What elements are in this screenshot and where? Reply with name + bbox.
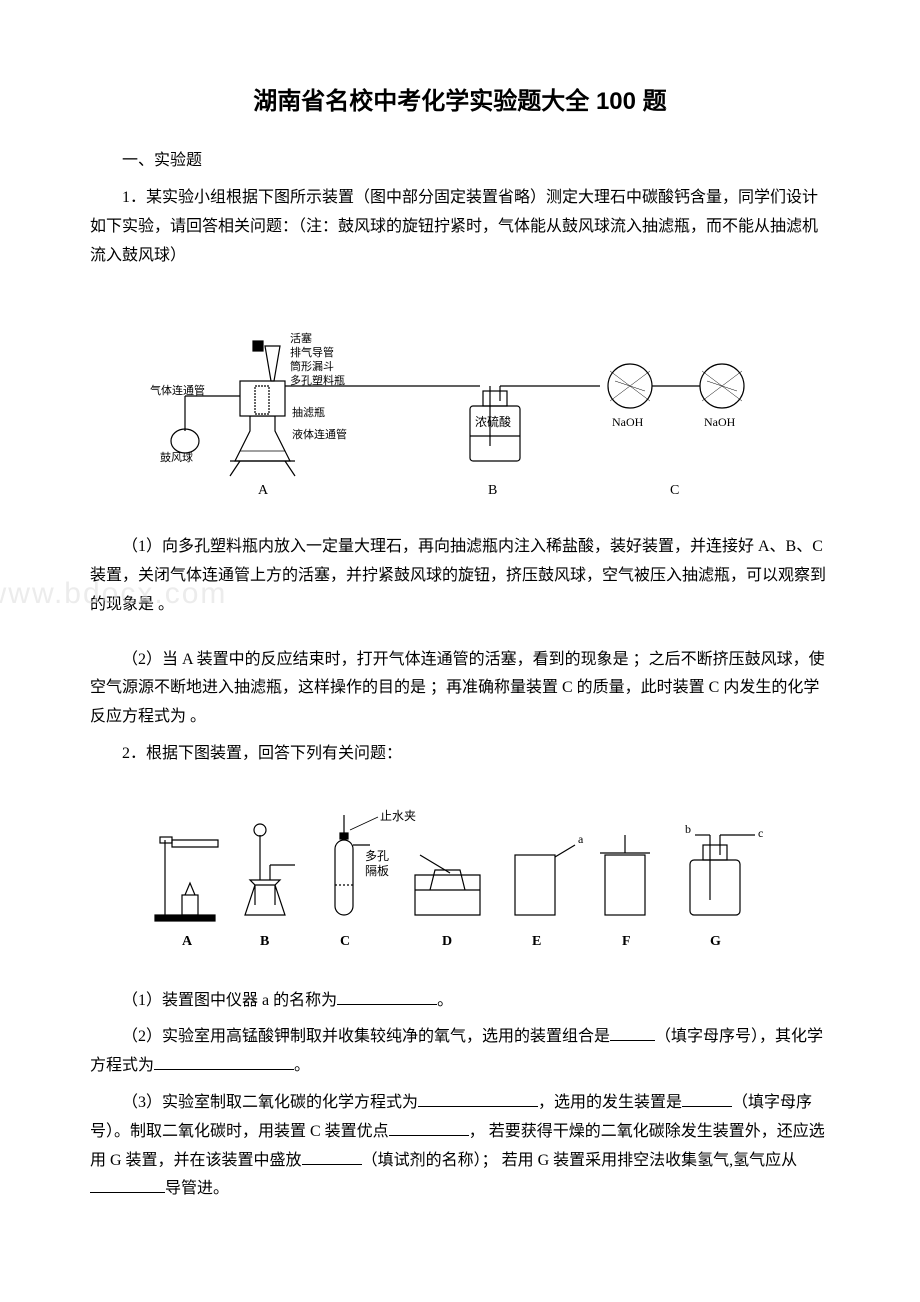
- apparatus-diagram-2: 止水夹 多孔 隔板 a b c A B C D E F G: [140, 785, 780, 960]
- apparatus-diagram-1: 气体连通管 鼓风球 活塞 排气导管 筒形漏斗 多孔塑料瓶 抽滤瓶 液体连通管 A…: [140, 286, 780, 506]
- label-gas-pipe: 气体连通管: [150, 383, 205, 397]
- label-A: A: [258, 483, 269, 498]
- label-plastic: 多孔塑料瓶: [290, 373, 345, 387]
- label-funnel: 筒形漏斗: [290, 359, 334, 373]
- section-heading: 一、实验题: [90, 147, 830, 176]
- label-A2: A: [182, 934, 193, 949]
- blank-2[interactable]: [610, 1025, 655, 1041]
- label-F2: F: [622, 934, 631, 949]
- q1-figure: 气体连通管 鼓风球 活塞 排气导管 筒形漏斗 多孔塑料瓶 抽滤瓶 液体连通管 A…: [90, 286, 830, 517]
- q2-sub2: （2）实验室用高锰酸钾制取并收集较纯净的氧气，选用的装置组合是（填字母序号），其…: [90, 1023, 830, 1081]
- q2-sub3-mid4: （填试剂的名称）； 若用 G 装置采用排空法收集氢气,氢气应从: [362, 1152, 798, 1169]
- label-D2: D: [442, 934, 452, 949]
- q2-sub2-post: 。: [294, 1057, 310, 1074]
- blank-5[interactable]: [682, 1091, 732, 1107]
- q1-sub1: （1）向多孔塑料瓶内放入一定量大理石，再向抽滤瓶内注入稀盐酸，装好装置，并连接好…: [90, 533, 830, 647]
- label-clamp: 止水夹: [380, 809, 416, 823]
- label-porous-1: 多孔: [365, 849, 389, 863]
- q2-sub1-pre: （1）装置图中仪器 a 的名称为: [122, 992, 337, 1009]
- q2-sub1-post: 。: [437, 992, 453, 1009]
- label-naoh-2: NaOH: [704, 415, 736, 429]
- q2-sub3-pre: （3）实验室制取二氧化碳的化学方程式为: [122, 1094, 418, 1111]
- q2-figure: 止水夹 多孔 隔板 a b c A B C D E F G: [90, 785, 830, 971]
- label-C: C: [670, 483, 679, 498]
- q2-sub3-post: 导管进。: [165, 1180, 229, 1197]
- blank-8[interactable]: [90, 1177, 165, 1193]
- label-B: B: [488, 483, 497, 498]
- label-a: a: [578, 832, 584, 846]
- label-B2: B: [260, 934, 269, 949]
- blank-7[interactable]: [302, 1149, 362, 1165]
- label-stopper: 活塞: [290, 331, 312, 345]
- label-liquid: 液体连通管: [292, 427, 347, 441]
- label-filter: 抽滤瓶: [292, 405, 325, 419]
- label-c: c: [758, 826, 763, 840]
- blank-4[interactable]: [418, 1091, 538, 1107]
- q1-stem: 1．某实验小组根据下图所示装置（图中部分固定装置省略）测定大理石中碳酸钙含量，同…: [90, 184, 830, 270]
- label-G2: G: [710, 934, 721, 949]
- label-E2: E: [532, 934, 541, 949]
- label-C2: C: [340, 934, 350, 949]
- label-porous-2: 隔板: [365, 864, 389, 878]
- q2-sub1: （1）装置图中仪器 a 的名称为 。: [90, 987, 830, 1016]
- q2-stem: 2．根据下图装置，回答下列有关问题：: [90, 740, 830, 769]
- q1-sub1-text: （1）向多孔塑料瓶内放入一定量大理石，再向抽滤瓶内注入稀盐酸，装好装置，并连接好…: [90, 538, 826, 613]
- label-exhaust: 排气导管: [290, 345, 334, 359]
- q1-sub2: （2）当 A 装置中的反应结束时，打开气体连通管的活塞，看到的现象是 ；之后不断…: [90, 646, 830, 732]
- label-naoh-1: NaOH: [612, 415, 644, 429]
- blank-6[interactable]: [389, 1120, 469, 1136]
- page-title: 湖南省名校中考化学实验题大全 100 题: [90, 80, 830, 123]
- q2-sub3: （3）实验室制取二氧化碳的化学方程式为，选用的发生装置是（填字母序号）。制取二氧…: [90, 1089, 830, 1204]
- label-blower: 鼓风球: [160, 450, 193, 464]
- blank-1[interactable]: [337, 989, 437, 1005]
- label-conc-acid: 浓硫酸: [475, 414, 511, 429]
- blank-3[interactable]: [154, 1054, 294, 1070]
- q2-sub2-pre: （2）实验室用高锰酸钾制取并收集较纯净的氧气，选用的装置组合是: [122, 1028, 610, 1045]
- label-b: b: [685, 822, 691, 836]
- q2-sub3-mid1: ，选用的发生装置是: [538, 1094, 682, 1111]
